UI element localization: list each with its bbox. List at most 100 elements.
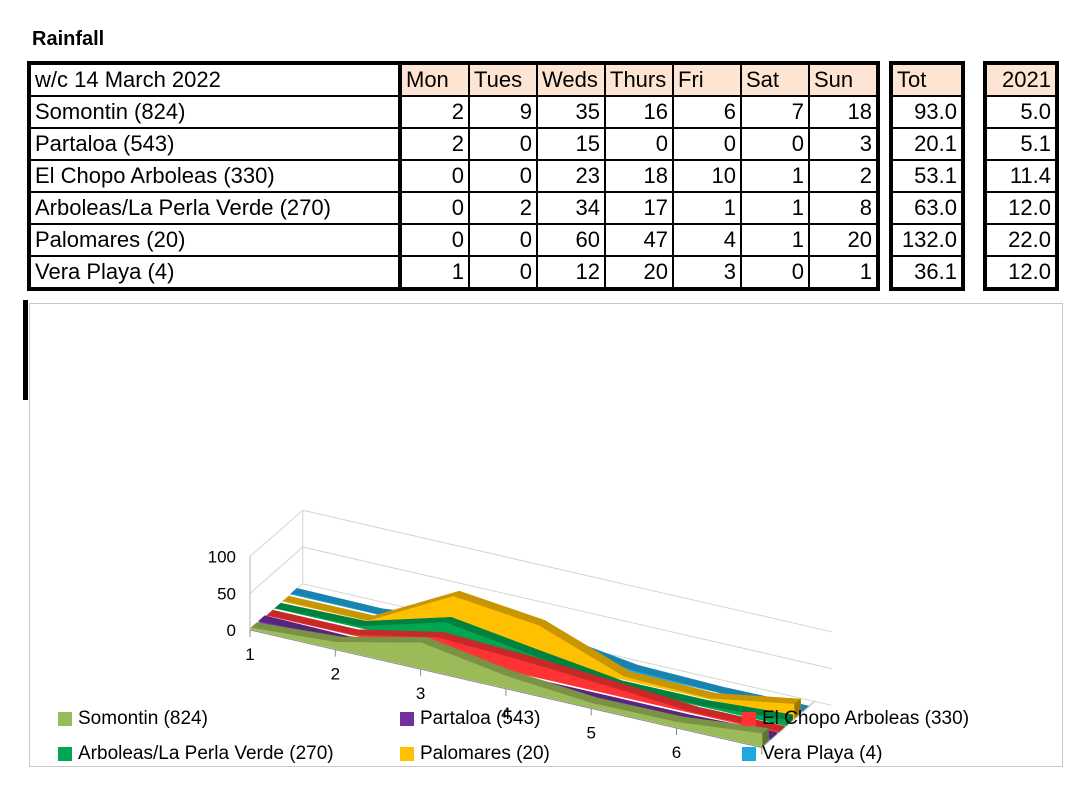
legend-item: Palomares (20) (400, 743, 550, 765)
rainfall-value: 6 (672, 95, 742, 129)
table-row: 93.0 (890, 95, 964, 129)
rainfall-value: 0 (604, 127, 674, 161)
page-title: Rainfall (32, 28, 105, 50)
total-value: 63.0 (890, 191, 964, 225)
station-name: Palomares (20) (28, 223, 402, 257)
day-header: Fri (672, 62, 742, 97)
previous-year-table: 2021 5.0 5.1 11.4 12.0 22.0 12.0 (983, 61, 1059, 291)
x-tick-label: 3 (416, 684, 425, 703)
table-row: 12.0 (984, 255, 1058, 290)
total-value: 93.0 (890, 95, 964, 129)
legend-swatch (400, 747, 414, 761)
day-header: Weds (536, 62, 606, 97)
y-tick-label: 100 (208, 548, 236, 567)
rainfall-value: 0 (672, 127, 742, 161)
legend-item: Vera Playa (4) (742, 743, 882, 765)
station-name: Vera Playa (4) (28, 255, 402, 290)
rainfall-value: 0 (740, 255, 810, 290)
rainfall-value: 0 (468, 159, 538, 193)
table-border-decoration (23, 300, 28, 400)
total-table: Tot 93.0 20.1 53.1 63.0 132.0 36.1 (889, 61, 965, 291)
rainfall-value: 20 (604, 255, 674, 290)
week-label: w/c 14 March 2022 (28, 62, 402, 97)
legend-label: Somontin (824) (78, 708, 208, 729)
total-value: 132.0 (890, 223, 964, 257)
rainfall-value: 2 (399, 127, 470, 161)
rainfall-value: 0 (399, 223, 470, 257)
rainfall-value: 0 (468, 223, 538, 257)
table-row: 11.4 (984, 159, 1058, 193)
legend-item: Somontin (824) (58, 708, 208, 730)
rainfall-value: 2 (399, 95, 470, 129)
table-row: Palomares (20) 0 0 60 47 4 1 20 (28, 223, 880, 257)
prev-year-value: 5.1 (984, 127, 1058, 161)
day-header: Thurs (604, 62, 674, 97)
rainfall-value: 35 (536, 95, 606, 129)
rainfall-value: 0 (468, 255, 538, 290)
y-tick-label: 50 (217, 584, 236, 603)
table-header-row: Tot (890, 62, 964, 97)
station-name: El Chopo Arboleas (330) (28, 159, 402, 193)
legend-label: El Chopo Arboleas (330) (762, 708, 970, 729)
legend-swatch (742, 712, 756, 726)
day-header: Tues (468, 62, 538, 97)
rainfall-value: 20 (808, 223, 880, 257)
rainfall-value: 2 (468, 191, 538, 225)
rainfall-value: 0 (399, 159, 470, 193)
x-tick-label: 6 (672, 743, 681, 762)
rainfall-value: 60 (536, 223, 606, 257)
prev-year-header: 2021 (984, 62, 1058, 97)
legend-swatch (400, 712, 414, 726)
total-value: 36.1 (890, 255, 964, 290)
rainfall-value: 9 (468, 95, 538, 129)
table-row: Partaloa (543) 2 0 15 0 0 0 3 (28, 127, 880, 161)
station-name: Somontin (824) (28, 95, 402, 129)
day-header: Sun (808, 62, 880, 97)
rainfall-value: 17 (604, 191, 674, 225)
legend-label: Arboleas/La Perla Verde (270) (78, 743, 334, 764)
prev-year-value: 11.4 (984, 159, 1058, 193)
station-name: Arboleas/La Perla Verde (270) (28, 191, 402, 225)
rainfall-value: 18 (808, 95, 880, 129)
rainfall-table: w/c 14 March 2022 Mon Tues Weds Thurs Fri Sat S… (27, 61, 880, 291)
table-row: Vera Playa (4) 1 0 12 20 3 0 1 (28, 255, 880, 290)
legend-item: Partaloa (543) (400, 708, 540, 730)
table-row: 53.1 (890, 159, 964, 193)
rainfall-value: 18 (604, 159, 674, 193)
day-header: Sat (740, 62, 810, 97)
table-row: 63.0 (890, 191, 964, 225)
rainfall-value: 10 (672, 159, 742, 193)
x-tick-label: 7 (757, 763, 766, 766)
rainfall-value: 1 (672, 191, 742, 225)
rainfall-value: 23 (536, 159, 606, 193)
table-header-row: 2021 (984, 62, 1058, 97)
rainfall-value: 7 (740, 95, 810, 129)
legend-label: Partaloa (543) (420, 708, 541, 729)
rainfall-value: 1 (740, 159, 810, 193)
station-name: Partaloa (543) (28, 127, 402, 161)
legend-item: El Chopo Arboleas (330) (742, 708, 969, 730)
table-row: 5.0 (984, 95, 1058, 129)
rainfall-value: 34 (536, 191, 606, 225)
gridline (249, 509, 832, 633)
rainfall-value: 2 (808, 159, 880, 193)
legend-label: Palomares (20) (420, 743, 550, 764)
prev-year-value: 5.0 (984, 95, 1058, 129)
legend-swatch (742, 747, 756, 761)
prev-year-value: 22.0 (984, 223, 1058, 257)
rainfall-value: 0 (399, 191, 470, 225)
rainfall-value: 15 (536, 127, 606, 161)
y-tick-label: 0 (227, 621, 236, 640)
rainfall-value: 8 (808, 191, 880, 225)
table-row: Arboleas/La Perla Verde (270) 0 2 34 17 1 1 8 (28, 191, 880, 225)
legend-swatch (58, 712, 72, 726)
rainfall-value: 0 (740, 127, 810, 161)
table-row: 20.1 (890, 127, 964, 161)
rainfall-value: 1 (740, 191, 810, 225)
x-tick-label: 4 (501, 704, 510, 723)
table-row: 36.1 (890, 255, 964, 290)
table-row: Somontin (824) 2 9 35 16 6 7 18 (28, 95, 880, 129)
floor-side-line (761, 701, 815, 748)
rainfall-value: 47 (604, 223, 674, 257)
legend-label: Vera Playa (4) (762, 743, 883, 764)
